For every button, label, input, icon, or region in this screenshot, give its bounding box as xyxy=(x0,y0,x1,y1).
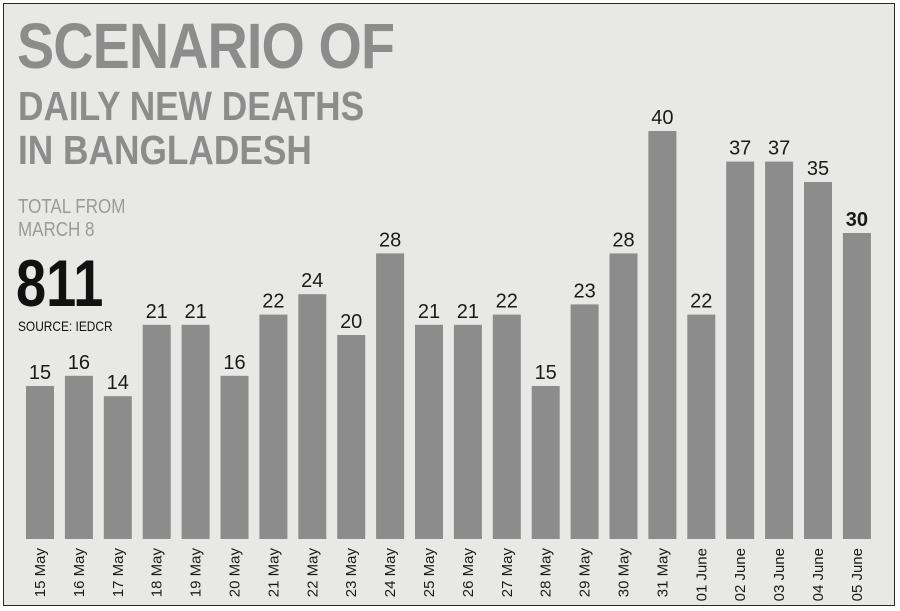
data-label-12: 22 xyxy=(496,291,518,313)
data-label-6: 22 xyxy=(262,291,284,313)
data-label-13: 15 xyxy=(535,362,557,384)
bar-17 xyxy=(687,314,716,539)
chart-title-line-1: SCENARIO OF xyxy=(17,10,395,82)
bar-1 xyxy=(64,375,93,539)
data-label-9: 28 xyxy=(379,229,401,251)
bar-5 xyxy=(220,375,249,539)
data-label-3: 21 xyxy=(146,301,168,323)
data-label-11: 21 xyxy=(457,301,479,323)
data-label-0: 15 xyxy=(29,362,51,384)
bar-8 xyxy=(337,335,366,539)
data-label-15: 28 xyxy=(612,229,634,251)
x-tick-label-9: 24 May xyxy=(382,548,399,598)
bar-0 xyxy=(26,386,54,539)
data-label-4: 21 xyxy=(184,301,206,323)
x-tick-label-15: 30 May xyxy=(616,548,633,598)
bar-2 xyxy=(103,396,132,539)
bar-4 xyxy=(181,324,210,539)
x-tick-label-18: 02 June xyxy=(732,548,749,601)
bar-3 xyxy=(142,324,171,539)
x-tick-label-6: 21 May xyxy=(265,548,282,598)
x-tick-label-11: 26 May xyxy=(460,548,477,598)
x-tick-label-1: 16 May xyxy=(71,548,88,598)
x-tick-label-20: 04 June xyxy=(810,548,827,601)
data-label-14: 23 xyxy=(573,280,595,302)
total-value: 811 xyxy=(16,246,104,320)
data-label-19: 37 xyxy=(768,138,790,160)
data-label-20: 35 xyxy=(807,158,829,180)
x-tick-label-14: 29 May xyxy=(577,548,594,598)
bar-7 xyxy=(298,294,327,539)
x-tick-label-7: 22 May xyxy=(304,548,321,598)
x-tick-label-16: 31 May xyxy=(654,548,671,598)
x-tick-label-17: 01 June xyxy=(693,548,710,601)
x-tick-label-12: 27 May xyxy=(499,548,516,598)
data-label-5: 16 xyxy=(223,352,245,374)
x-tick-label-4: 19 May xyxy=(188,548,205,598)
bar-11 xyxy=(453,324,482,539)
bar-9 xyxy=(376,253,405,539)
data-label-7: 24 xyxy=(301,270,323,292)
bar-19 xyxy=(765,161,794,539)
chart-panel: SCENARIO OF DAILY NEW DEATHS IN BANGLADE… xyxy=(3,3,895,606)
bar-14 xyxy=(570,304,599,539)
x-tick-label-3: 18 May xyxy=(149,548,166,598)
x-tick-label-10: 25 May xyxy=(421,548,438,598)
bar-20 xyxy=(804,182,832,539)
data-label-16: 40 xyxy=(651,107,673,129)
bar-12 xyxy=(492,314,521,539)
bar-21 xyxy=(842,233,871,539)
total-label: TOTAL FROM MARCH 8 xyxy=(18,196,126,241)
x-tick-label-5: 20 May xyxy=(227,548,244,598)
source-note: SOURCE: IEDCR xyxy=(18,318,113,334)
data-label-21: 30 xyxy=(846,209,868,231)
bar-18 xyxy=(726,161,755,539)
x-tick-label-8: 23 May xyxy=(343,548,360,598)
bar-chart: 15 15 May 16 16 May 14 17 May 21 18 May 21 19 May… xyxy=(26,107,871,601)
data-label-17: 22 xyxy=(690,291,712,313)
bar-15 xyxy=(609,253,638,539)
chart-title-line-2: DAILY NEW DEATHS IN BANGLADESH xyxy=(18,83,365,173)
data-label-8: 20 xyxy=(340,311,362,333)
bar-10 xyxy=(415,324,443,539)
x-tick-label-2: 17 May xyxy=(110,548,127,598)
bar-6 xyxy=(259,314,288,539)
bar-16 xyxy=(648,131,677,539)
x-tick-label-13: 28 May xyxy=(538,548,555,598)
x-tick-label-0: 15 May xyxy=(32,548,49,598)
data-label-1: 16 xyxy=(68,352,90,374)
data-label-10: 21 xyxy=(418,301,440,323)
data-label-18: 37 xyxy=(729,138,751,160)
data-label-2: 14 xyxy=(107,372,129,394)
bar-13 xyxy=(531,386,560,539)
x-tick-label-19: 03 June xyxy=(771,548,788,601)
x-tick-label-21: 05 June xyxy=(849,548,866,601)
